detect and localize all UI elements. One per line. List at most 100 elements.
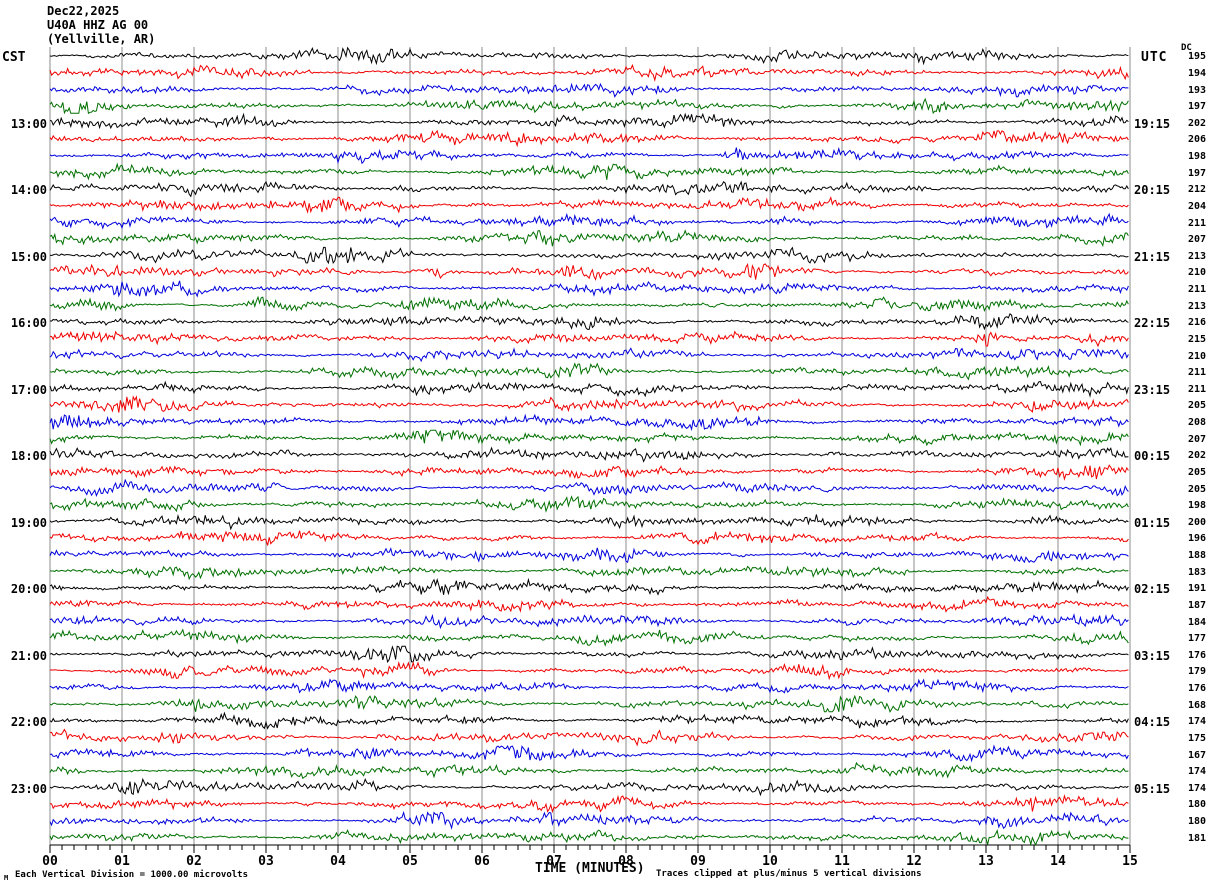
cst-hour-label: 18:00 — [10, 449, 47, 464]
seismogram-trace — [49, 395, 1129, 413]
dc-value: 215 — [1188, 333, 1207, 345]
title-block: Dec22,2025 U40A HHZ AG 00 (Yellville, AR… — [47, 4, 155, 46]
seismogram-trace — [49, 645, 1129, 664]
seismogram-trace — [49, 196, 1129, 214]
seismogram-trace — [49, 694, 1129, 713]
time-axis-tick-label: 12 — [906, 854, 922, 869]
seismogram-trace — [49, 744, 1129, 763]
time-axis: 00 01 02 03 04 05 06 07 08 09 10 11 12 13 14 15 — [42, 844, 1138, 869]
dc-value: 202 — [1188, 117, 1207, 129]
seismogram-trace — [49, 711, 1129, 730]
dc-value: 196 — [1188, 533, 1207, 545]
dc-value: 191 — [1188, 583, 1207, 595]
seismogram-trace — [49, 246, 1129, 265]
seismogram-trace — [49, 180, 1129, 198]
dc-value: 179 — [1188, 666, 1207, 678]
seismogram-trace — [49, 229, 1129, 248]
seismogram-trace — [49, 112, 1129, 130]
cst-hour-label: 21:00 — [10, 648, 47, 663]
dc-value: 184 — [1188, 616, 1207, 628]
seismogram-trace — [49, 129, 1129, 148]
utc-hour-label: 22:15 — [1134, 316, 1171, 331]
seismogram-trace — [49, 793, 1129, 814]
dc-value: 210 — [1188, 267, 1207, 279]
dc-value: 205 — [1188, 466, 1207, 478]
cst-hour-label: 17:00 — [10, 382, 47, 397]
cst-hour-label: 14:00 — [10, 183, 47, 198]
dc-value: 216 — [1188, 317, 1207, 329]
time-axis-tick-label: 00 — [42, 854, 58, 869]
dc-value: 180 — [1188, 816, 1207, 828]
dc-value: 211 — [1188, 217, 1207, 229]
dc-value: 174 — [1188, 766, 1207, 778]
seismogram-trace — [49, 330, 1129, 348]
utc-hour-label: 19:15 — [1134, 116, 1171, 131]
time-axis-tick-label: 15 — [1122, 854, 1138, 869]
time-axis-tick-label: 03 — [258, 854, 274, 869]
dc-value: 198 — [1188, 151, 1207, 163]
left-timezone-label: CST — [2, 50, 26, 65]
seismogram-trace — [49, 678, 1129, 694]
seismogram-trace — [49, 514, 1129, 531]
title-date: Dec22,2025 — [47, 4, 120, 18]
x-axis-title: TIME (MINUTES) — [535, 861, 645, 876]
seismogram-trace — [49, 162, 1129, 181]
utc-hour-label: 01:15 — [1134, 515, 1171, 530]
dc-value: 197 — [1188, 167, 1207, 179]
seismogram-trace — [49, 761, 1129, 780]
time-axis-tick-label: 10 — [762, 854, 778, 869]
dc-value: 175 — [1188, 732, 1207, 744]
dc-value: 210 — [1188, 350, 1207, 362]
dc-value: 197 — [1188, 101, 1207, 113]
seismogram-trace — [49, 595, 1129, 613]
utc-hour-label: 05:15 — [1134, 781, 1171, 796]
dc-value: 174 — [1188, 782, 1207, 794]
dc-value: 211 — [1188, 383, 1207, 395]
time-axis-tick-label: 09 — [690, 854, 706, 869]
dc-value: 212 — [1188, 184, 1207, 196]
dc-value: 213 — [1188, 250, 1207, 262]
dc-value: 213 — [1188, 300, 1207, 312]
utc-hour-label: 20:15 — [1134, 183, 1171, 198]
utc-hour-label: 03:15 — [1134, 648, 1171, 663]
right-timezone-label: UTC — [1141, 50, 1168, 65]
seismogram-trace — [49, 295, 1129, 313]
time-axis-tick-label: 08 — [618, 854, 634, 869]
seismogram-trace — [49, 628, 1129, 647]
dc-value: 200 — [1188, 516, 1207, 528]
seismogram-trace — [49, 63, 1129, 82]
dc-value: 206 — [1188, 134, 1207, 146]
dc-value: 168 — [1188, 699, 1207, 711]
cst-hour-label: 23:00 — [10, 781, 47, 796]
time-axis-tick-label: 02 — [186, 854, 202, 869]
dc-value: 177 — [1188, 633, 1207, 645]
cst-hour-label: 15:00 — [10, 249, 47, 264]
dc-value: 198 — [1188, 500, 1207, 512]
time-axis-tick-label: 07 — [546, 854, 562, 869]
time-axis-tick-label: 06 — [474, 854, 490, 869]
dc-value: 208 — [1188, 417, 1207, 429]
time-axis-tick-label: 14 — [1050, 854, 1066, 869]
dc-value: 205 — [1188, 483, 1207, 495]
seismogram-trace — [49, 82, 1129, 98]
seismogram-trace — [49, 530, 1129, 546]
seismogram-trace — [49, 613, 1129, 630]
clip-note: Traces clipped at plus/minus 5 vertical … — [656, 869, 922, 879]
dc-value: 202 — [1188, 450, 1207, 462]
cst-hour-label: 13:00 — [10, 116, 47, 131]
seismogram-trace — [49, 446, 1129, 463]
utc-hour-label: 04:15 — [1134, 715, 1171, 730]
dc-value: 188 — [1188, 550, 1207, 562]
dc-value: 194 — [1188, 67, 1207, 79]
dc-value: 180 — [1188, 799, 1207, 811]
seismogram-trace — [49, 46, 1129, 66]
seismogram-trace — [49, 146, 1129, 165]
seismogram-trace — [49, 97, 1129, 115]
dc-value: 181 — [1188, 832, 1207, 844]
dc-value: 204 — [1188, 200, 1207, 212]
dc-value: 211 — [1188, 284, 1207, 296]
dc-value: 187 — [1188, 599, 1207, 611]
title-station: U40A HHZ AG 00 — [47, 18, 149, 32]
seismogram-trace — [49, 478, 1129, 498]
